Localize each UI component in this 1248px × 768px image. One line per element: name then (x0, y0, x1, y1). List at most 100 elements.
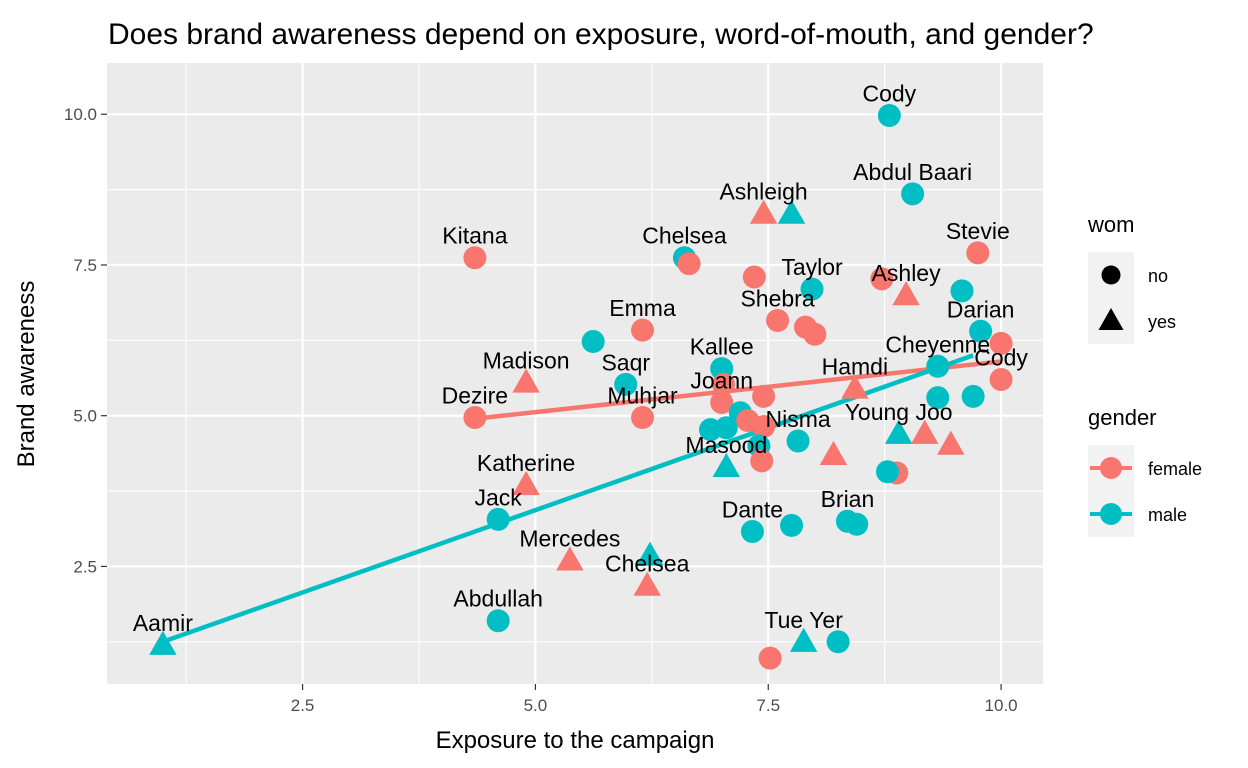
data-point-triangle (892, 281, 920, 306)
point-label: Shebra (740, 285, 814, 311)
point-label: Abdul Baari (853, 159, 972, 185)
data-point-circle (752, 384, 776, 408)
data-point-circle (877, 103, 901, 127)
data-point-circle (742, 265, 766, 289)
chart-title: Does brand awareness depend on exposure,… (108, 18, 1094, 51)
data-point-triangle (819, 440, 848, 465)
y-axis-title: Brand awareness (13, 281, 40, 468)
data-point-circle (926, 354, 950, 378)
data-point-circle (845, 512, 869, 536)
point-label: Dezire (442, 383, 508, 409)
data-point-triangle (937, 430, 965, 455)
data-point-triangle (633, 571, 661, 596)
data-point-circle (710, 390, 734, 414)
data-point-circle (766, 308, 790, 332)
point-labels: Cody Abdul Baari Ashleigh Kitana Stevie Chels… (133, 80, 1029, 635)
y-tick-label: 2.5 (73, 557, 97, 576)
point-label: Chelsea (642, 223, 727, 249)
point-label: Stevie (946, 218, 1010, 244)
point-label: Cody (974, 345, 1028, 371)
point-label: Aamir (133, 610, 193, 636)
x-tick-label: 10.0 (985, 696, 1018, 715)
data-point-triangle (777, 199, 806, 224)
data-point-circle (961, 384, 985, 408)
data-point-circle (714, 416, 738, 440)
data-point-circle (712, 372, 736, 396)
data-point-circle (989, 331, 1013, 355)
point-label: Abdullah (453, 586, 543, 612)
data-point-circle (463, 246, 487, 270)
x-tick-label: 7.5 (756, 696, 780, 715)
y-tick-label: 10.0 (64, 105, 97, 124)
point-label: Ashley (872, 260, 942, 286)
data-point-triangle (910, 419, 939, 444)
legend-label-female: female (1148, 459, 1202, 479)
point-label: Brian (821, 486, 875, 512)
point-label: Emma (609, 295, 676, 321)
data-point-circle (740, 519, 764, 543)
point-label: Tue Yer (764, 607, 843, 633)
trend-lines (162, 353, 1002, 644)
point-label: Masood (685, 432, 767, 458)
data-point-triangle (749, 199, 778, 224)
legend-gender-title: gender (1088, 405, 1157, 430)
legend-gender: gender female male (1088, 405, 1202, 537)
point-label: Dante (722, 496, 783, 522)
data-point-triangle (512, 471, 540, 496)
point-label: Young Joo (845, 399, 953, 425)
data-point-circle (758, 646, 782, 670)
trend-line-female (474, 359, 1002, 421)
point-label: Mercedes (519, 525, 620, 551)
data-point-circle (926, 386, 950, 410)
data-point-circle (989, 368, 1013, 392)
point-label: Ashleigh (719, 179, 807, 205)
data-point-circle (614, 372, 638, 396)
legend-label-yes: yes (1148, 312, 1176, 332)
data-point-triangle (149, 630, 177, 655)
data-point-triangle (712, 452, 741, 478)
legend-point-female (1100, 457, 1122, 479)
data-point-triangle (789, 627, 818, 652)
point-label: Kitana (442, 223, 507, 249)
data-point-circle (803, 322, 827, 346)
point-label: Cody (862, 80, 916, 106)
data-point-triangle (636, 541, 664, 566)
data-point-circle (826, 630, 850, 654)
legend-wom: wom no yes (1087, 212, 1176, 344)
data-point-triangle (556, 546, 584, 571)
data-point-circle (631, 406, 655, 430)
data-point-circle (780, 513, 804, 537)
data-point-circle (969, 319, 993, 343)
x-tick-label: 5.0 (524, 696, 548, 715)
data-point-circle (870, 267, 894, 291)
point-label: Nisma (765, 406, 830, 432)
grid-major (107, 63, 1043, 684)
point-label: Katherine (477, 450, 575, 476)
data-points (149, 103, 1013, 670)
data-point-circle (875, 460, 899, 484)
point-label: Chelsea (605, 551, 690, 577)
point-label: Hamdi (822, 354, 888, 380)
x-tick-label: 2.5 (291, 696, 315, 715)
data-point-circle (486, 609, 510, 633)
legend-circle-icon (1101, 265, 1121, 285)
data-point-circle (581, 330, 605, 354)
data-point-circle (901, 182, 925, 206)
point-label: Kallee (690, 334, 754, 360)
data-point-circle (750, 449, 774, 473)
data-point-circle (631, 318, 655, 342)
point-label: Taylor (781, 254, 843, 280)
legend-point-male (1100, 503, 1122, 525)
point-label: Jack (475, 484, 523, 510)
legend-label-male: male (1148, 505, 1187, 525)
grid-minor (107, 63, 1043, 684)
data-point-circle (966, 241, 990, 265)
data-point-circle (486, 507, 510, 531)
legend-wom-title: wom (1087, 212, 1134, 237)
x-axis: 2.5 5.0 7.5 10.0 (291, 684, 1018, 715)
point-label: Joann (690, 367, 753, 393)
trend-line-male (162, 353, 974, 644)
data-point-circle (800, 277, 824, 301)
point-label: Darian (947, 296, 1015, 322)
y-tick-label: 7.5 (73, 256, 97, 275)
